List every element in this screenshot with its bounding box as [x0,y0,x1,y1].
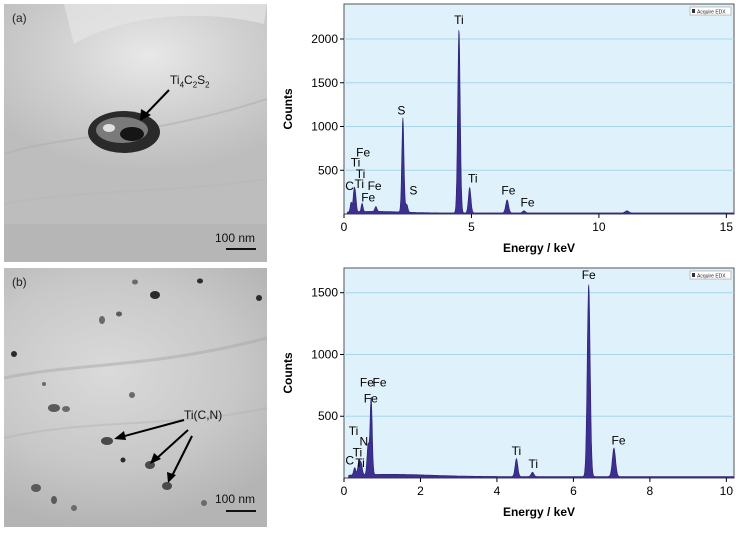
peak-label: Fe [501,183,515,197]
peak-label: Ti [355,177,365,191]
spectrum-series [344,30,735,215]
peak-label: Ti [454,13,464,27]
scale-bar-b [226,510,256,512]
peak-label: S [409,183,417,197]
panel-label-b: (b) [12,275,27,289]
legend: Acquire EDX [689,6,732,16]
peak-label: C [345,179,354,193]
phase-label-b: Ti(C,N) [184,408,223,422]
x-tick-label: 5 [468,220,475,234]
legend-label: Acquire EDX [697,10,726,16]
phase-label-a: Ti4C2S2 [170,73,210,90]
x-tick-label: 0 [341,220,348,234]
scale-text-b: 100 nm [215,492,256,506]
x-axis-label: Energy / keV [503,241,575,255]
peak-label: Ti [356,167,366,181]
tem-a-features [4,4,267,262]
y-axis-label: Counts [281,88,295,130]
scale-bar-a [226,248,256,250]
panel-label-a: (a) [12,11,27,25]
y-tick-label: 500 [318,163,338,177]
peak-label: Fe [356,145,370,159]
scale-text-a: 100 nm [215,231,256,245]
tem-image-b: (b) [4,268,267,527]
peak-label: Ti [351,155,361,169]
legend-swatch [692,9,695,13]
y-tick-label: 1500 [311,76,338,90]
y-tick-label: 2000 [311,32,338,46]
tem-b-features [4,278,267,511]
peak-label: Ti [468,172,478,186]
peak-label: Fe [368,179,382,193]
y-tick-label: 1000 [311,120,338,134]
legend-box [689,6,732,16]
arrow-a [143,89,170,117]
peak-label: Fe [361,190,375,204]
particle-a [88,111,160,153]
x-tick-label: 15 [720,220,734,234]
x-tick-label: 10 [592,220,606,234]
peak-label: S [397,103,405,117]
peak-label: Fe [521,196,535,210]
arrows-b [114,419,193,483]
tem-image-a: (a) Ti4C2S2 100 nm [4,4,267,262]
